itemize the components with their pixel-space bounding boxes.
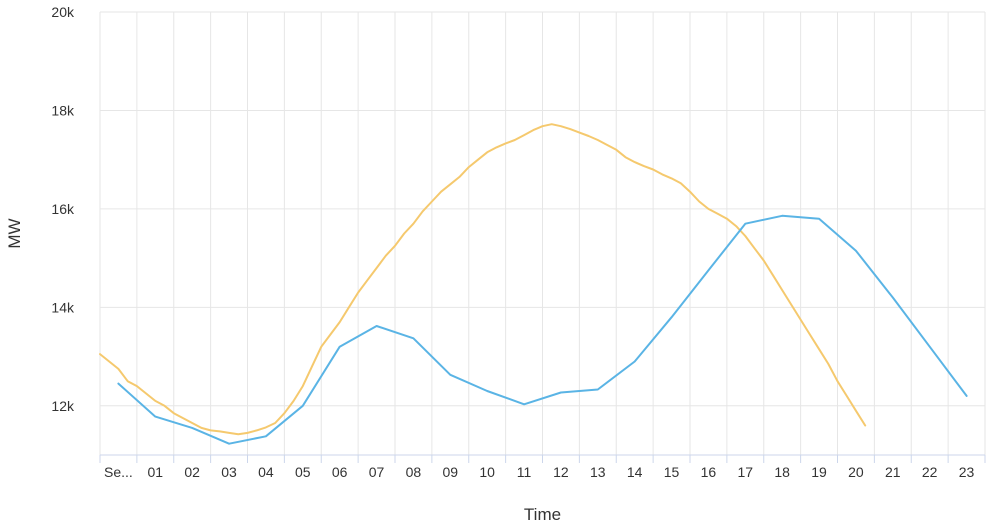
y-tick-label: 20k	[51, 4, 75, 20]
x-tick-label: 20	[848, 464, 864, 480]
x-tick-label: 17	[738, 464, 754, 480]
x-axis-title: Time	[524, 505, 561, 524]
x-tick-label: 06	[332, 464, 348, 480]
y-tick-label: 14k	[51, 299, 75, 315]
x-tick-label: 15	[664, 464, 680, 480]
y-tick-label: 16k	[51, 201, 75, 217]
x-tick-label: 21	[885, 464, 901, 480]
series-group	[99, 123, 968, 445]
x-tick-label: 12	[553, 464, 569, 480]
axes: 12k 14k 16k 18k 20k Se... 01 02 03 04 05 06 07 08 09 10…	[51, 4, 986, 480]
y-tick-label: 12k	[51, 398, 75, 414]
x-tick-label: 03	[221, 464, 237, 480]
x-tick-label: Se...	[104, 464, 133, 480]
x-tick-label: 11	[517, 464, 532, 480]
y-tick-label: 18k	[51, 102, 75, 118]
grid	[99, 11, 986, 455]
x-tick-label: 01	[148, 464, 164, 480]
y-axis-title: MW	[5, 218, 24, 248]
x-tick-label: 04	[258, 464, 274, 480]
x-tick-label: 10	[479, 464, 495, 480]
x-tick-label: 14	[627, 464, 643, 480]
x-tick-label: 13	[590, 464, 606, 480]
series-line-2	[117, 214, 968, 445]
x-tick-label: 02	[184, 464, 200, 480]
x-tick-label: 23	[959, 464, 975, 480]
x-tick-label: 18	[774, 464, 790, 480]
series-line-1	[99, 123, 867, 436]
x-tick-label: 08	[406, 464, 422, 480]
x-tick-label: 05	[295, 464, 311, 480]
x-tick-label: 16	[701, 464, 717, 480]
x-tick-label: 19	[811, 464, 827, 480]
x-tick-label: 09	[443, 464, 459, 480]
x-tick-label: 22	[922, 464, 938, 480]
x-tick-label: 07	[369, 464, 385, 480]
